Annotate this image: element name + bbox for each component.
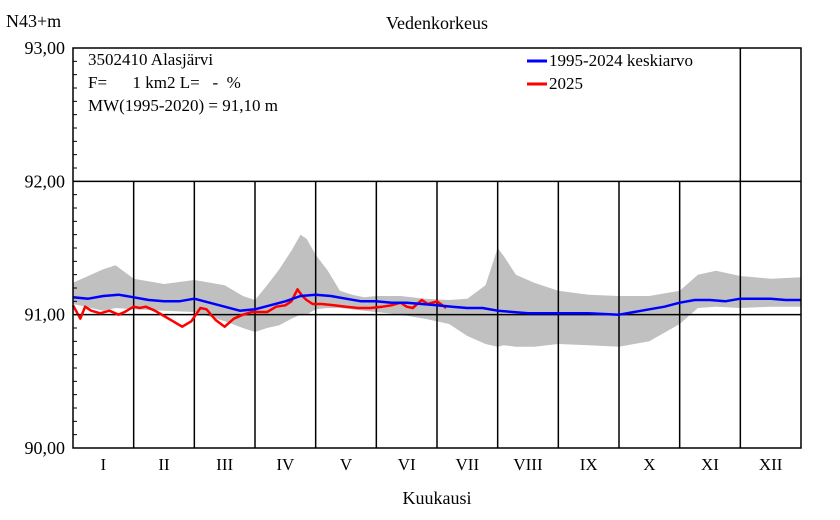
y-tick-labels: 90,00 91,00 92,00 93,00 — [25, 38, 80, 458]
x-tick-label: IV — [276, 455, 295, 474]
series-line-average — [72, 293, 801, 316]
x-tick-label: X — [643, 455, 655, 474]
x-tick-label: VIII — [513, 455, 543, 474]
y-tick-label: 93,00 — [25, 38, 66, 58]
mw-label: MW(1995-2020) = 91,10 m — [88, 96, 278, 115]
chart-title: Vedenkorkeus — [386, 13, 488, 33]
area-label: F= 1 km2 L= - % — [88, 73, 241, 92]
x-tick-label: II — [158, 455, 170, 474]
y-tick-label: 91,00 — [25, 305, 66, 325]
series-lines — [71, 288, 801, 328]
y-axis-label: N43+m — [6, 11, 61, 31]
legend-label-average: 1995-2024 keskiarvo — [549, 51, 693, 70]
x-tick-label: VII — [456, 455, 480, 474]
y-tick-label: 90,00 — [25, 438, 66, 458]
x-tick-label: XI — [701, 455, 719, 474]
x-tick-label: VI — [398, 455, 416, 474]
x-tick-label: XII — [759, 455, 783, 474]
legend: 1995-2024 keskiarvo 2025 — [527, 51, 693, 93]
station-label: 3502410 Alasjärvi — [88, 50, 213, 69]
x-tick-label: IX — [580, 455, 598, 474]
x-tick-label: I — [100, 455, 106, 474]
x-tick-labels: I II III IV V VI VII VIII IX X XI XII — [100, 455, 782, 474]
y-tick-label: 92,00 — [25, 171, 66, 191]
legend-label-2025: 2025 — [549, 74, 583, 93]
series-line-2025 — [71, 288, 447, 328]
x-axis-label: Kuukausi — [403, 488, 472, 508]
x-tick-label: III — [216, 455, 233, 474]
x-tick-label: V — [340, 455, 353, 474]
